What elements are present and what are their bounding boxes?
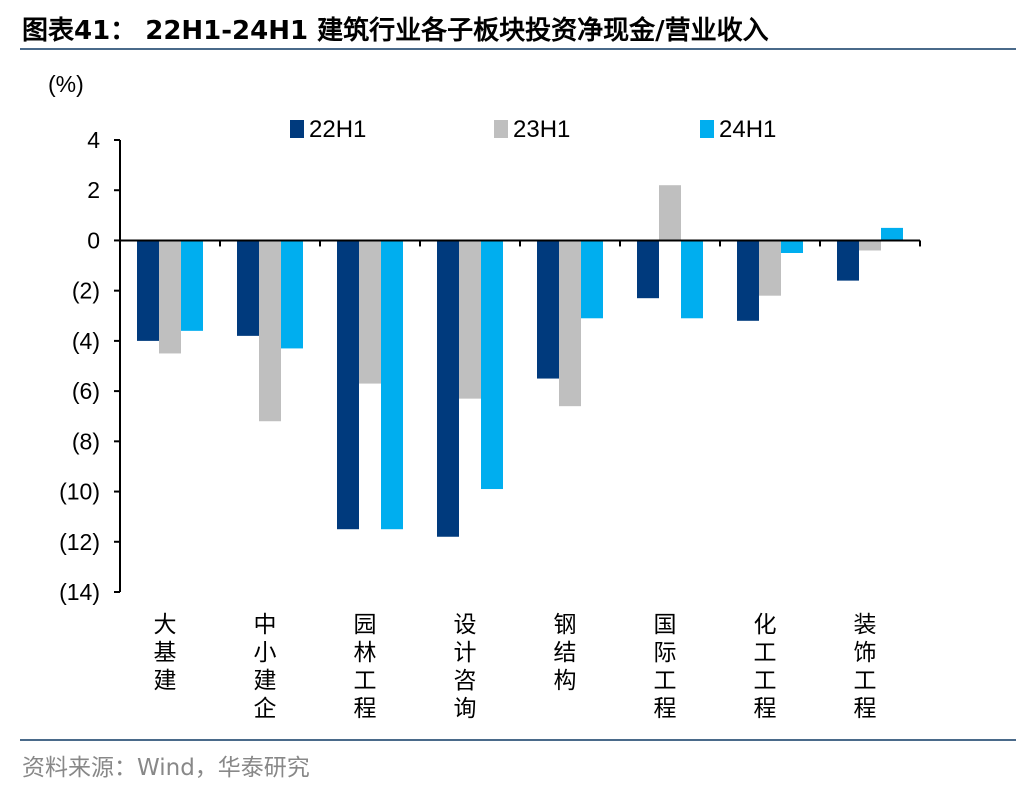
bar-22H1-2 xyxy=(337,240,359,530)
title-divider xyxy=(20,48,1016,50)
bar-23H1-6 xyxy=(759,240,781,296)
bar-22H1-4 xyxy=(537,240,559,379)
bar-24H1-1 xyxy=(281,240,303,349)
y-tick-label: (12) xyxy=(59,529,100,555)
bar-22H1-5 xyxy=(637,240,659,299)
y-tick-label: 2 xyxy=(87,177,100,203)
y-tick-label: (4) xyxy=(72,328,100,354)
category-labels: 大基建 中小建企 园林工程 设计咨询 钢结构 国际工程 化工工程 装饰工程 xyxy=(154,612,877,722)
bars xyxy=(137,185,903,537)
category-label: 设计咨询 xyxy=(454,612,477,722)
category-label: 钢结构 xyxy=(554,612,577,694)
bar-24H1-4 xyxy=(581,240,603,319)
bar-23H1-4 xyxy=(559,240,581,407)
bar-24H1-6 xyxy=(781,240,803,253)
bar-chart: 4 2 0 (2) (4) (6) (8) (10) (12) (14) 大基建 中小建企 园林工程 设… xyxy=(48,71,921,722)
bar-23H1-7 xyxy=(859,240,881,251)
y-axis-unit-label: (%) xyxy=(48,71,84,97)
bar-24H1-0 xyxy=(181,240,203,331)
x-axis xyxy=(119,239,921,247)
bar-22H1-3 xyxy=(437,240,459,537)
y-tick-label: (2) xyxy=(72,278,100,304)
legend-swatch-24H1 xyxy=(700,120,714,138)
bar-22H1-0 xyxy=(137,240,159,341)
y-tick-label: (8) xyxy=(72,428,100,454)
y-tick-label: 4 xyxy=(87,127,100,153)
category-label: 中小建企 xyxy=(254,612,277,722)
category-label: 园林工程 xyxy=(354,612,377,722)
bar-22H1-1 xyxy=(237,240,259,336)
chart-title: 图表41： 22H1-24H1 建筑行业各子板块投资净现金/营业收入 xyxy=(22,16,769,46)
bar-23H1-1 xyxy=(259,240,281,422)
bar-24H1-2 xyxy=(381,240,403,530)
bar-24H1-3 xyxy=(481,240,503,490)
legend-label: 24H1 xyxy=(719,116,776,143)
legend-label: 23H1 xyxy=(513,116,570,143)
bar-22H1-6 xyxy=(737,240,759,321)
y-tick-label: 0 xyxy=(87,227,100,253)
y-tick-label: (10) xyxy=(59,479,100,505)
legend: 22H1 23H1 24H1 xyxy=(290,116,776,143)
source-note: 资料来源：Wind，华泰研究 xyxy=(22,755,310,781)
bar-23H1-0 xyxy=(159,240,181,354)
category-label: 大基建 xyxy=(154,612,177,694)
legend-swatch-22H1 xyxy=(290,120,304,138)
legend-label: 22H1 xyxy=(309,116,366,143)
y-tick-label: (14) xyxy=(59,579,100,605)
bar-24H1-5 xyxy=(681,240,703,319)
bar-24H1-7 xyxy=(881,227,903,241)
category-label: 国际工程 xyxy=(654,612,677,722)
bar-22H1-7 xyxy=(837,240,859,281)
y-tick-label: (6) xyxy=(72,378,100,404)
bar-23H1-5 xyxy=(659,185,681,241)
source-divider xyxy=(20,739,1016,741)
y-axis: 4 2 0 (2) (4) (6) (8) (10) (12) (14) xyxy=(59,127,121,605)
legend-swatch-23H1 xyxy=(494,120,508,138)
bar-23H1-3 xyxy=(459,240,481,399)
category-label: 装饰工程 xyxy=(854,612,877,722)
bar-23H1-2 xyxy=(359,240,381,384)
category-label: 化工工程 xyxy=(754,612,777,722)
